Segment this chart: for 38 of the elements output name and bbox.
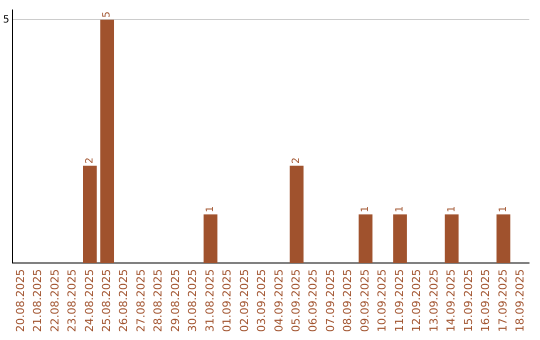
x-tick-label: 12.09.2025 bbox=[410, 269, 424, 332]
data-label: 1 bbox=[360, 206, 372, 212]
data-label: 2 bbox=[84, 157, 96, 164]
x-tick-label: 05.09.2025 bbox=[290, 269, 303, 332]
x-tick-label: 24.08.2025 bbox=[82, 269, 96, 332]
x-tick-label: 30.08.2025 bbox=[186, 269, 200, 332]
x-tick-label: 08.09.2025 bbox=[341, 269, 354, 332]
data-label: 5 bbox=[102, 11, 113, 18]
x-tick-label: 25.08.2025 bbox=[100, 269, 113, 332]
x-tick-label: 28.08.2025 bbox=[152, 269, 165, 332]
x-tick-label: 09.09.2025 bbox=[358, 269, 372, 332]
data-label: 1 bbox=[394, 206, 406, 212]
x-tick-label: 27.08.2025 bbox=[134, 269, 148, 332]
x-tick-label: 01.09.2025 bbox=[220, 269, 234, 332]
x-tick-label: 26.08.2025 bbox=[117, 269, 130, 332]
x-tick-label: 16.09.2025 bbox=[479, 269, 492, 332]
data-label: 2 bbox=[291, 157, 302, 164]
data-label: 1 bbox=[498, 206, 509, 212]
x-tick-label: 10.09.2025 bbox=[376, 269, 389, 332]
data-label: 1 bbox=[446, 206, 458, 212]
x-tick-label: 17.09.2025 bbox=[496, 269, 510, 332]
x-tick-label: 23.08.2025 bbox=[66, 269, 79, 332]
x-tick-label: 21.08.2025 bbox=[31, 269, 44, 332]
x-tick-label: 07.09.2025 bbox=[324, 269, 337, 332]
x-tick-label: 11.09.2025 bbox=[392, 269, 406, 332]
x-tick-label: 13.09.2025 bbox=[427, 269, 440, 332]
x-tick-label: 31.08.2025 bbox=[203, 269, 216, 332]
data-label: 1 bbox=[205, 206, 216, 212]
x-tick-label: 15.09.2025 bbox=[462, 269, 475, 332]
x-tick-label: 03.09.2025 bbox=[255, 269, 268, 332]
x-tick-label: 14.09.2025 bbox=[444, 269, 458, 332]
x-tick-label: 02.09.2025 bbox=[238, 269, 251, 332]
x-tick-label: 29.08.2025 bbox=[168, 269, 182, 332]
x-tick-label: 04.09.2025 bbox=[272, 269, 286, 332]
x-tick-label: 20.08.2025 bbox=[14, 269, 27, 332]
x-tick-label: 22.08.2025 bbox=[48, 269, 62, 332]
x-tick-label: 18.09.2025 bbox=[513, 269, 526, 332]
x-tick-label: 06.09.2025 bbox=[306, 269, 320, 332]
